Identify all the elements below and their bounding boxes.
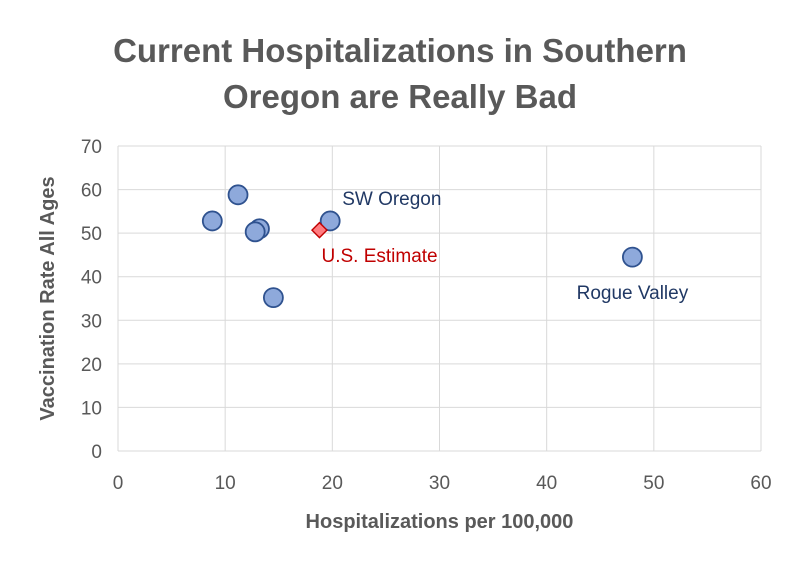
y-tick-label: 40: [81, 268, 102, 289]
y-tick-label: 70: [81, 137, 102, 158]
data-label: U.S. Estimate: [321, 246, 437, 267]
x-tick-label: 40: [536, 473, 557, 494]
data-point: [622, 246, 643, 268]
data-point: [262, 287, 284, 309]
chart-title-line-1: Current Hospitalizations in Southern: [113, 32, 687, 69]
data-point: [319, 210, 341, 232]
us-estimate-point: [310, 221, 328, 239]
point-labels: SW Oregon Rogue Valley U.S. Estimate: [321, 189, 688, 304]
x-tick-label: 30: [429, 473, 450, 494]
y-axis-title: Vaccination Rate All Ages: [37, 176, 59, 420]
data-points: [201, 184, 643, 309]
y-tick-label: 60: [81, 181, 102, 202]
x-axis-title: Hospitalizations per 100,000: [306, 511, 574, 533]
x-tick-label: 20: [322, 473, 343, 494]
x-tick-label: 60: [750, 473, 771, 494]
y-tick-label: 10: [81, 398, 102, 419]
y-tick-label: 0: [91, 442, 102, 463]
data-label: Rogue Valley: [577, 283, 689, 304]
x-tick-label: 50: [643, 473, 664, 494]
x-tick-label: 10: [215, 473, 236, 494]
grid-lines: [117, 145, 762, 452]
chart-title: Current Hospitalizations in Southern Ore…: [0, 28, 800, 120]
data-point: [227, 184, 249, 206]
data-point: [244, 221, 266, 243]
y-tick-label: 50: [81, 224, 102, 245]
x-tick-label: 0: [113, 473, 124, 494]
chart-title-line-2: Oregon are Really Bad: [223, 78, 577, 115]
tick-labels: 0 10 20 30 40 50 60 70 0 10 20 30 40 50 60: [81, 137, 772, 494]
y-tick-label: 30: [81, 311, 102, 332]
data-label: SW Oregon: [342, 189, 441, 210]
data-point: [201, 210, 223, 232]
y-tick-label: 20: [81, 355, 102, 376]
